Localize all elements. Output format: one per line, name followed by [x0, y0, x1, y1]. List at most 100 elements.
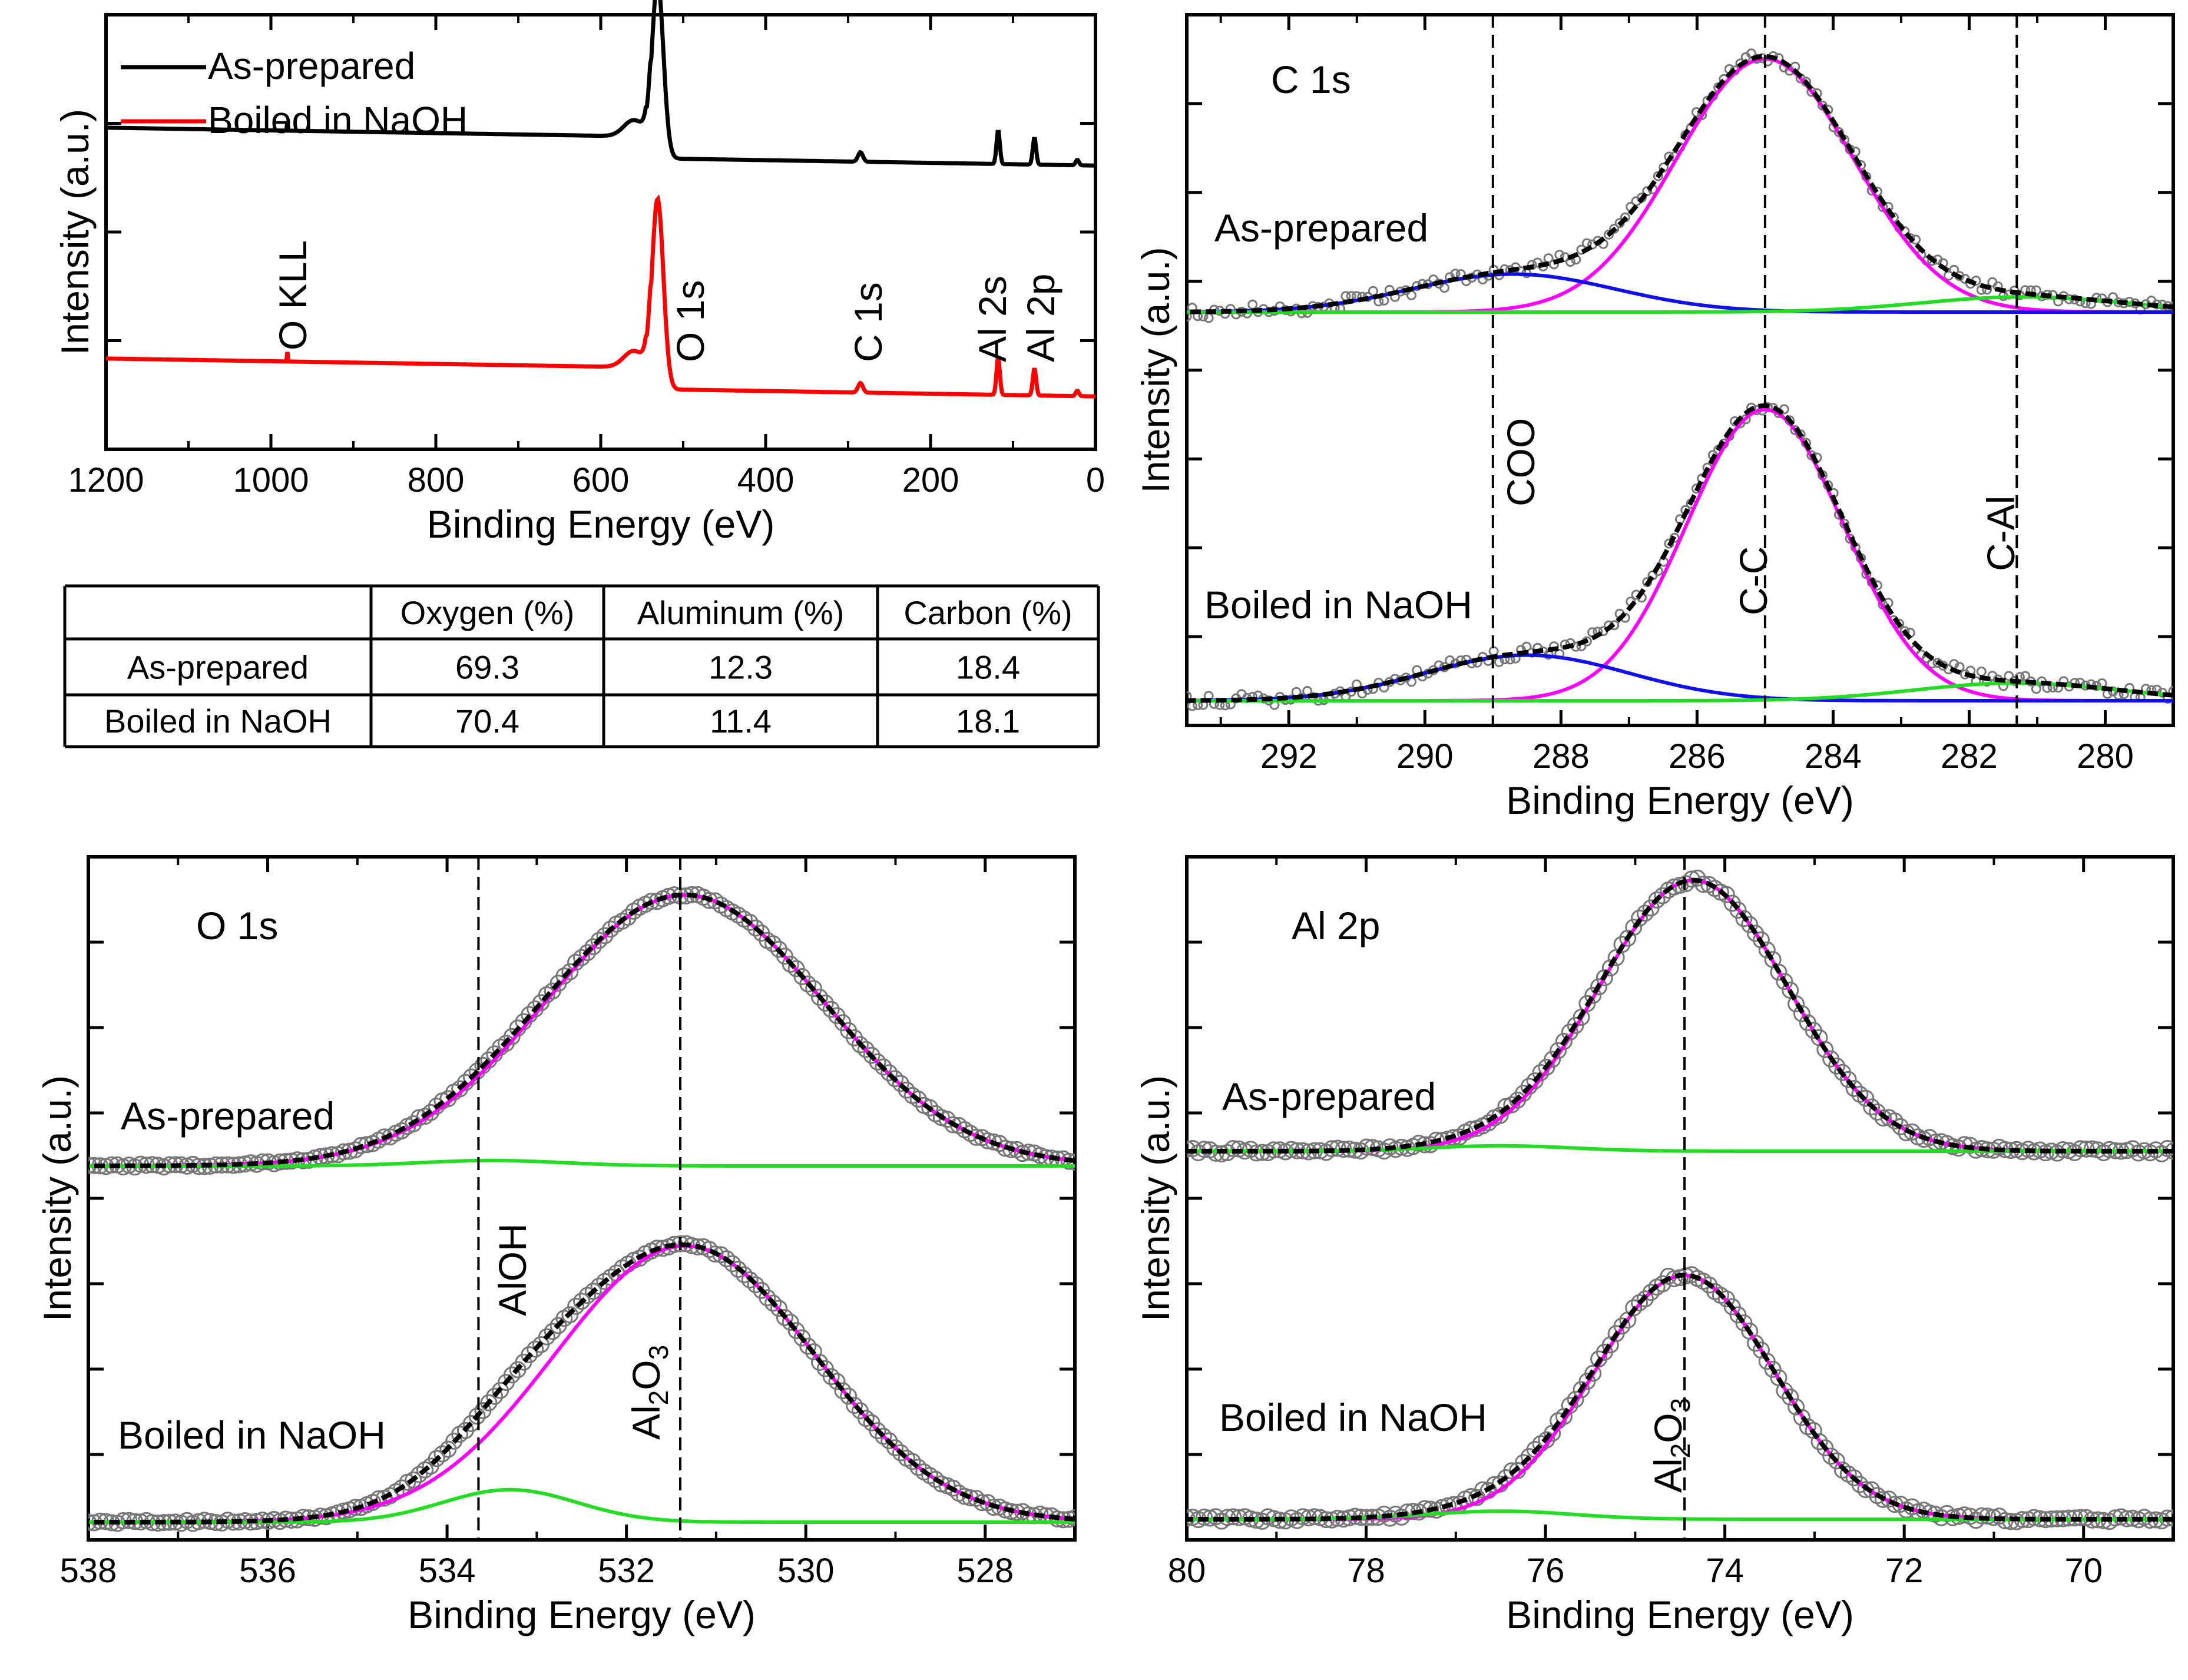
data-point — [1822, 1050, 1840, 1068]
x-tick-label: 0 — [1086, 461, 1105, 499]
data-point — [1203, 313, 1214, 323]
data-point — [1990, 1507, 2008, 1525]
x-tick-label: 72 — [1885, 1552, 1924, 1590]
fit-component — [1187, 407, 2173, 703]
x-tick-label: 290 — [1396, 737, 1454, 776]
data-point — [1381, 1138, 1399, 1156]
label-part: COO — [1499, 418, 1542, 506]
data-point — [1187, 1139, 1201, 1157]
data-point — [1892, 1118, 1909, 1135]
data-point — [747, 919, 764, 937]
reference-line-label: Al2O3 — [624, 1345, 674, 1440]
reference-line-label: COO — [1499, 418, 1542, 506]
fit-component — [88, 1487, 1075, 1524]
data-point — [584, 1283, 602, 1300]
data-point — [1573, 1381, 1590, 1399]
survey-legend: As-prepared Boiled in NaOH — [121, 45, 468, 141]
data-point — [1648, 1278, 1666, 1296]
data-point — [1863, 1481, 1881, 1499]
data-point — [776, 1308, 793, 1326]
reference-line-label: AlOH — [491, 1223, 534, 1316]
label-part: Al — [1646, 1458, 1690, 1493]
label-part: 3 — [1665, 1398, 1696, 1413]
al2p-chart: 80 78 76 74 72 70 Binding Energy (eV) Intensity… — [1134, 855, 2175, 1636]
data-point — [1747, 925, 1765, 942]
x-tick-label: 288 — [1532, 737, 1590, 776]
data-point — [527, 1340, 544, 1358]
data-point — [1816, 1439, 1834, 1457]
fit-envelope — [88, 892, 1075, 1168]
data-point — [1187, 311, 1192, 322]
fit-envelope — [1187, 403, 2173, 703]
x-axis-title: Binding Energy (eV) — [1506, 778, 1854, 822]
data-point — [1567, 1391, 1584, 1408]
spectrum-label: As-prepared — [1214, 206, 1428, 250]
data-point — [956, 1121, 974, 1138]
label-part: Al — [624, 1405, 668, 1440]
data-point — [1764, 951, 1782, 968]
spectrum-label: Boiled in NaOH — [1204, 583, 1472, 627]
data-point — [898, 1449, 915, 1467]
data-point — [822, 1000, 840, 1018]
data-point — [550, 1317, 567, 1334]
data-point — [1590, 978, 1608, 996]
data-point — [753, 1281, 770, 1299]
data-point — [544, 1323, 561, 1340]
data-point — [509, 1361, 527, 1379]
data-point — [1833, 1462, 1851, 1479]
data-point — [596, 927, 614, 945]
data-point — [2020, 671, 2031, 681]
survey-chart: 1200 1000 800 600 400 200 0 Binding Energy (eV)… — [53, 0, 1105, 546]
x-tick-label: 534 — [419, 1552, 476, 1590]
data-point — [1642, 1284, 1660, 1301]
data-point — [1596, 969, 1613, 986]
data-point — [1863, 1098, 1881, 1116]
data-point — [1833, 1063, 1851, 1081]
data-point — [1532, 257, 1543, 268]
data-point — [2112, 1508, 2130, 1526]
data-point — [1609, 223, 1620, 234]
o1s-plot-area — [88, 886, 1075, 1532]
data-point — [1625, 919, 1643, 936]
data-point — [1987, 671, 1998, 681]
x-tick-label: 70 — [2064, 1552, 2103, 1590]
data-point — [474, 1402, 492, 1419]
data-point — [846, 1397, 863, 1414]
data-point — [1653, 171, 1663, 181]
data-point — [782, 1314, 799, 1331]
data-point — [573, 949, 590, 966]
data-point — [840, 1387, 858, 1405]
x-tick-label: 532 — [598, 1552, 655, 1590]
data-point — [567, 953, 585, 971]
data-point — [1555, 1408, 1573, 1426]
data-point — [1845, 1080, 1863, 1097]
data-point — [875, 1427, 892, 1445]
c1s-spectrum — [1187, 48, 2173, 323]
data-point — [1770, 1369, 1788, 1387]
data-point — [1660, 882, 1677, 899]
y-axis-title: Intensity (a.u.) — [35, 1075, 79, 1321]
data-point — [1669, 532, 1680, 543]
data-point — [747, 1276, 764, 1294]
data-point — [1247, 299, 1258, 310]
data-point — [903, 1086, 921, 1104]
data-point — [2159, 1139, 2173, 1157]
y-axis-title: Intensity (a.u.) — [1134, 1075, 1177, 1321]
data-point — [1526, 1072, 1544, 1089]
data-point — [1851, 1085, 1869, 1103]
data-point — [770, 1300, 787, 1317]
composition-table: Oxygen (%) Aluminum (%) Carbon (%) As-prepa… — [63, 584, 1100, 748]
o1s-chart: 538 536 534 532 530 528 Binding Energy (eV) Int… — [35, 855, 1077, 1636]
peak-annotation: C 1s — [846, 282, 890, 362]
data-point — [892, 1075, 909, 1092]
data-point — [724, 1255, 742, 1273]
y-axis-title: Intensity (a.u.) — [53, 109, 97, 355]
x-tick-label: 528 — [956, 1552, 1014, 1590]
x-tick-label: 76 — [1527, 1552, 1565, 1590]
label-part: O — [1646, 1413, 1690, 1443]
data-point — [1869, 1104, 1886, 1121]
data-point — [1236, 1508, 1253, 1526]
data-point — [1578, 1373, 1596, 1390]
data-point — [787, 960, 805, 977]
data-point — [1550, 1042, 1567, 1059]
